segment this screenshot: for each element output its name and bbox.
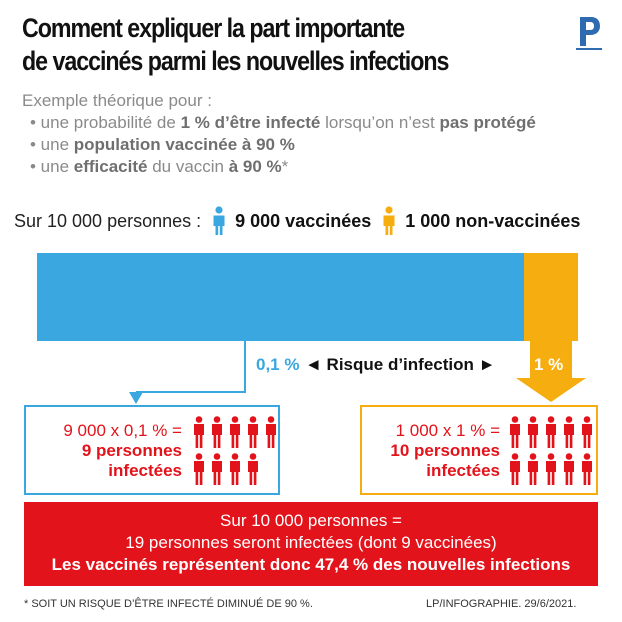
- le-parisien-logo: [576, 14, 602, 50]
- unvaccinated-infected-box: 1 000 x 1 % = 10 personnes infectées: [360, 405, 598, 495]
- vaccinated-result-1: 9 personnes: [81, 441, 182, 460]
- infected-person-icon: [528, 453, 538, 485]
- intro-lead: Exemple théorique pour :: [22, 91, 212, 110]
- b3-pre: • une: [30, 157, 74, 176]
- b1-bold1: 1 % d’être infecté: [180, 113, 321, 132]
- b2-bold: population vaccinée à 90 %: [73, 135, 295, 154]
- b2-pre: • une: [30, 135, 74, 154]
- infected-person-icon: [546, 453, 556, 485]
- risk-label: ◄ Risque d’infection ►: [305, 355, 496, 374]
- vaccinated-bar: [37, 253, 524, 341]
- blue-arrowhead: [129, 392, 143, 404]
- vaccinated-result-2: infectées: [108, 461, 182, 480]
- intro-bullet-3: • une efficacité du vaccin à 90 %*: [30, 156, 536, 178]
- person-blue-icon: [213, 206, 225, 235]
- b3-suffix: *: [281, 157, 289, 176]
- unvaccinated-infected-figures: [510, 416, 592, 485]
- vaccinated-calc: 9 000 x 0,1 % = 9 personnes infectées: [36, 421, 182, 481]
- title-line-2: de vaccinés parmi les nouvelles infectio…: [22, 46, 449, 76]
- infected-person-icon: [582, 453, 592, 485]
- unvaccinated-result-1: 10 personnes: [390, 441, 500, 460]
- intro-bullet-1: • une probabilité de 1 % d’être infecté …: [30, 112, 536, 134]
- vaccinated-infected-figures: [194, 416, 276, 485]
- persons-row: Sur 10 000 personnes : 9 000 vaccinées 1…: [14, 206, 580, 236]
- title-line-1: Comment expliquer la part importante: [22, 13, 405, 43]
- unvaccinated-count: 1 000 non-vaccinées: [405, 210, 581, 231]
- page-title: Comment expliquer la part importante de …: [22, 12, 469, 78]
- infected-person-icon: [510, 453, 520, 485]
- persons-label: Sur 10 000 personnes :: [14, 210, 202, 231]
- b1-mid: lorsqu’on n’est: [320, 113, 440, 132]
- infected-person-icon: [528, 416, 538, 448]
- unvaccinated-bar: [524, 253, 578, 341]
- b1-bold2: pas protégé: [439, 113, 536, 132]
- infected-person-icon: [230, 453, 240, 485]
- blue-arrow: [136, 341, 246, 393]
- vaccinated-equation: 9 000 x 0,1 % =: [63, 421, 182, 440]
- summary-line-3: Les vaccinés représentent donc 47,4 % de…: [51, 555, 571, 574]
- yellow-arrow: [516, 341, 586, 402]
- infected-person-icon: [266, 416, 276, 448]
- b1-pre: • une probabilité de: [30, 113, 181, 132]
- infected-person-icon: [564, 416, 574, 448]
- vaccinated-infected-box: 9 000 x 0,1 % = 9 personnes infectées: [24, 405, 280, 495]
- intro-text: Exemple théorique pour : • une probabili…: [22, 90, 536, 178]
- b3-bold1: efficacité: [73, 157, 148, 176]
- summary-line-1: Sur 10 000 personnes =: [220, 511, 402, 530]
- credit: LP/INFOGRAPHIE. 29/6/2021.: [426, 598, 577, 610]
- b3-mid: du vaccin: [147, 157, 229, 176]
- b3-bold2: à 90 %: [228, 157, 282, 176]
- infected-person-icon: [248, 453, 258, 485]
- infected-person-icon: [510, 416, 520, 448]
- infected-person-icon: [248, 416, 258, 448]
- infected-person-icon: [194, 416, 204, 448]
- infected-person-icon: [212, 453, 222, 485]
- infected-person-icon: [212, 416, 222, 448]
- infected-person-icon: [546, 416, 556, 448]
- infected-person-icon: [194, 453, 204, 485]
- infected-person-icon: [582, 416, 592, 448]
- infected-person-icon: [564, 453, 574, 485]
- risk-unvaccinated-pct: 1 %: [534, 355, 564, 374]
- person-yellow-icon: [383, 206, 395, 235]
- footnote: * SOIT UN RISQUE D’ÊTRE INFECTÉ DIMINUÉ …: [24, 598, 313, 610]
- risk-vaccinated-pct: 0,1 %: [256, 355, 300, 374]
- unvaccinated-result-2: infectées: [426, 461, 500, 480]
- vaccinated-count: 9 000 vaccinées: [235, 210, 372, 231]
- unvaccinated-calc: 1 000 x 1 % = 10 personnes infectées: [364, 421, 500, 481]
- infected-person-icon: [230, 416, 240, 448]
- summary-box: Sur 10 000 personnes = 19 personnes sero…: [24, 502, 598, 586]
- unvaccinated-equation: 1 000 x 1 % =: [395, 421, 500, 440]
- intro-bullet-2: • une population vaccinée à 90 %: [30, 134, 536, 156]
- summary-line-2: 19 personnes seront infectées (dont 9 va…: [125, 533, 497, 552]
